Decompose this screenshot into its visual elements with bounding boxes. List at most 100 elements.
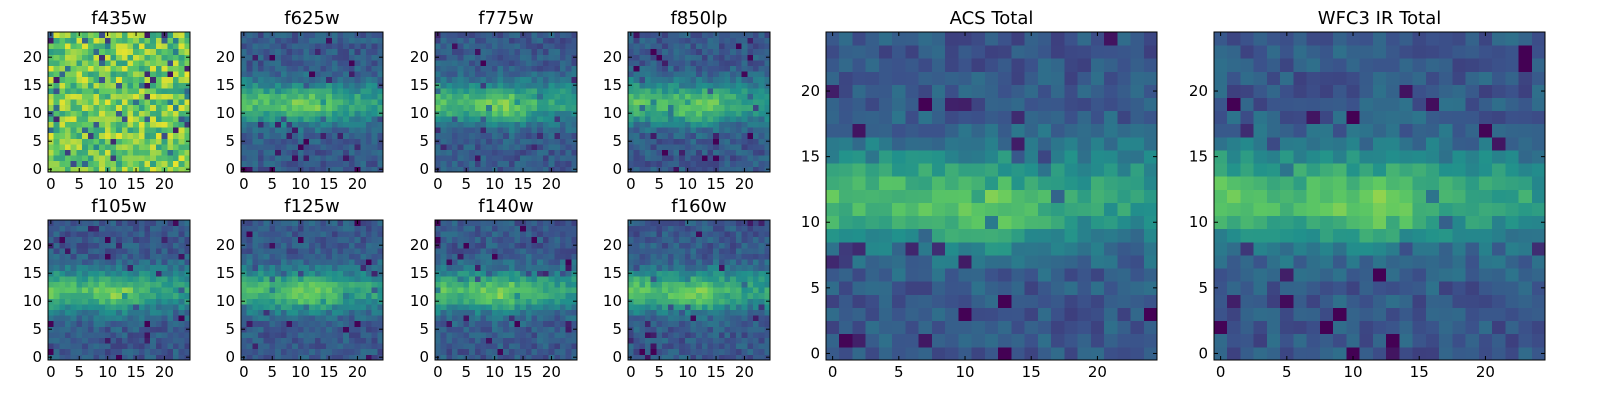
heatmap-cell [82,38,88,44]
heatmap-cell [480,133,486,139]
heatmap-cell [110,270,116,276]
heatmap-cell [480,32,486,38]
heatmap-cell [537,138,543,144]
heatmap-cell [54,343,60,349]
heatmap-cell [571,287,577,293]
heatmap-cell [76,259,82,265]
heatmap-cell [241,315,247,321]
heatmap-cell [532,133,538,139]
heatmap-cell [480,88,486,94]
heatmap-cell [690,287,696,293]
heatmap-cell [258,343,264,349]
heatmap-cell [156,293,162,299]
heatmap-cell [338,259,344,265]
heatmap-cell [173,338,179,344]
heatmap-cell [303,343,309,349]
heatmap-cell [88,122,94,128]
heatmap-cell [736,321,742,327]
heatmap-cell [366,155,372,161]
heatmap-cell [303,144,309,150]
heatmap-cell [549,49,555,55]
heatmap-cell [549,138,555,144]
heatmap-cell [315,38,321,44]
heatmap-cell [76,248,82,254]
heatmap-cell [509,99,515,105]
heatmap-cell [122,237,128,243]
heatmap-cell [105,66,111,72]
heatmap-cell [480,237,486,243]
heatmap-cell [275,38,281,44]
heatmap-cell [651,105,657,111]
heatmap-cell [110,259,116,265]
panel-title: f140w [478,196,533,217]
heatmap-cell [258,110,264,116]
heatmap-cell [685,116,691,122]
heatmap-cell [566,242,572,248]
heatmap-cell [269,88,275,94]
heatmap-cells [48,220,190,360]
heatmap-cell [486,259,492,265]
heatmap-cell [730,77,736,83]
heatmap-cell [133,94,139,100]
heatmap-cell [441,43,447,49]
heatmap-cell [258,88,264,94]
heatmap-cell [48,88,54,94]
heatmap-cell [264,259,270,265]
heatmap-cell [537,49,543,55]
heatmap-cell [281,293,287,299]
heatmap-cell [366,161,372,167]
heatmap-cell [458,343,464,349]
heatmap-cell [71,248,77,254]
heatmap-cell [725,161,731,167]
heatmap-cell [446,265,452,271]
heatmap-cell [509,276,515,282]
heatmap-cell [764,304,770,310]
heatmap-cell [343,304,349,310]
heatmap-cell [139,88,145,94]
heatmap-cell [696,133,702,139]
heatmap-cell [662,343,668,349]
heatmap-cell [696,138,702,144]
heatmap-cell [452,310,458,316]
heatmap-cell [93,150,99,156]
heatmap-cell [759,338,765,344]
heatmap-cell [554,237,560,243]
heatmap-cell [702,43,708,49]
heatmap-cell [515,287,521,293]
heatmap-cell [349,60,355,66]
heatmap-cell [71,32,77,38]
heatmap-cell [560,310,566,316]
heatmap-cell [150,293,156,299]
heatmap-cell [656,150,662,156]
heatmap-cell [82,133,88,139]
heatmap-cell [281,315,287,321]
heatmap-cell [543,105,549,111]
heatmap-cell [99,265,105,271]
heatmap-cell [537,343,543,349]
heatmap-cell [133,304,139,310]
heatmap-cell [554,122,560,128]
heatmap-cell [554,226,560,232]
heatmap-cell [377,133,383,139]
heatmap-cell [145,231,151,237]
heatmap-cell [532,321,538,327]
heatmap-cell [515,349,521,355]
heatmap-cell [281,254,287,260]
heatmap-cell [486,38,492,44]
heatmap-cell [303,150,309,156]
heatmap-cell [338,77,344,83]
y-tick-label: 20 [216,236,235,254]
heatmap-cell [48,287,54,293]
heatmap-cell [48,265,54,271]
heatmap-cell [93,110,99,116]
heatmap-cell [554,338,560,344]
heatmap-cell [503,298,509,304]
heatmap-cell [719,293,725,299]
heatmap-cell [571,321,577,327]
heatmap-cell [753,310,759,316]
heatmap-cell [469,220,475,226]
heatmap-cell [292,237,298,243]
heatmap-cell [145,326,151,332]
heatmap-cell [173,122,179,128]
heatmap-cell [549,237,555,243]
